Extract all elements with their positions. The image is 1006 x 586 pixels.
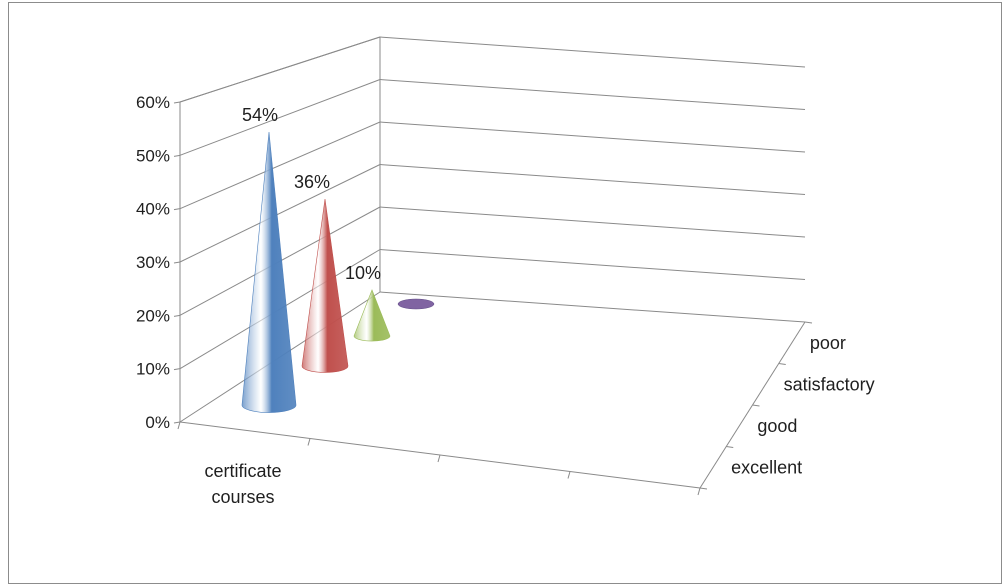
x-tick-mark	[437, 454, 441, 463]
back-gridline	[379, 164, 806, 195]
back-gridline	[379, 206, 806, 238]
gridlines	[179, 36, 806, 370]
y-tick-label: 30%	[136, 253, 170, 272]
y-tick-mark	[173, 421, 181, 424]
x-axis-category-label: certificate courses	[204, 461, 281, 507]
depth-label-good: good	[757, 416, 797, 436]
y-tick-label: 60%	[136, 93, 170, 112]
data-labels: 54% 36% 10%	[242, 105, 381, 283]
y-tick-label: 40%	[136, 200, 170, 219]
side-gridline	[179, 36, 381, 103]
back-gridline	[379, 79, 806, 110]
cones	[241, 131, 435, 413]
depth-tick-mark	[699, 487, 708, 490]
data-label-satisfactory: 10%	[345, 263, 381, 283]
cone-good-body	[301, 198, 349, 373]
depth-tick-mark	[752, 404, 760, 407]
cone-poor	[397, 298, 435, 310]
y-tick-mark	[173, 208, 181, 211]
cone-satisfactory	[353, 289, 391, 342]
chart-area	[8, 2, 1002, 584]
cone-good	[301, 198, 349, 373]
depth-axis-labels: excellent good satisfactory poor	[731, 333, 875, 478]
cone-excellent-body	[241, 131, 297, 413]
depth-tick-mark	[804, 321, 813, 324]
x-tick-mark	[697, 487, 701, 496]
y-tick-mark	[173, 154, 181, 157]
x-tick-mark	[567, 471, 571, 479]
y-tick-label: 50%	[136, 146, 170, 165]
cone-excellent	[241, 131, 297, 413]
y-tick-mark	[173, 314, 181, 317]
x-tick-mark	[307, 438, 311, 446]
y-tick-label: 0%	[145, 413, 170, 432]
data-label-good: 36%	[294, 172, 330, 192]
back-gridline	[379, 36, 806, 68]
y-tick-label: 20%	[136, 306, 170, 325]
x-category-label-line: certificate	[204, 461, 281, 481]
depth-label-poor: poor	[810, 333, 846, 353]
depth-tick-mark	[726, 446, 734, 448]
side-gridline	[179, 121, 381, 210]
back-gridline	[379, 121, 806, 153]
y-tick-mark	[173, 101, 181, 104]
x-tick-mark	[177, 421, 181, 430]
x-category-label-line: courses	[211, 487, 274, 507]
depth-tick-mark	[778, 363, 786, 365]
y-tick-mark	[173, 261, 181, 264]
y-tick-label: 10%	[136, 360, 170, 379]
data-label-excellent: 54%	[242, 105, 278, 125]
y-axis-tick-labels: 0% 10% 20% 30% 40% 50% 60%	[136, 93, 170, 432]
depth-label-satisfactory: satisfactory	[784, 374, 875, 394]
back-gridline	[379, 249, 806, 280]
side-gridline	[179, 79, 381, 156]
side-gridline	[179, 164, 381, 263]
depth-label-excellent: excellent	[731, 457, 802, 477]
cone-satisfactory-body	[353, 289, 391, 342]
y-tick-mark	[173, 368, 181, 371]
back-gridline	[379, 291, 806, 323]
